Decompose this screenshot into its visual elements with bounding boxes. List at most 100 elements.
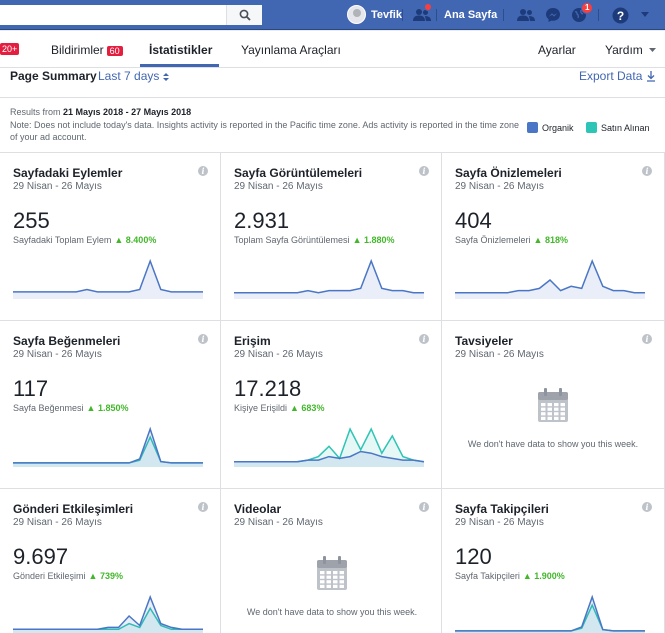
divider	[503, 9, 504, 21]
card-date-range: 29 Nisan - 26 Mayıs	[455, 517, 544, 528]
page-badge[interactable]: 20+	[0, 43, 20, 55]
search-box[interactable]	[0, 5, 262, 25]
organic-series-line	[455, 594, 645, 632]
card-value: 17.218	[234, 376, 302, 401]
sparkline-chart	[455, 258, 645, 299]
card-date-range: 29 Nisan - 26 Mayıs	[13, 349, 102, 360]
notifications-button[interactable]: 1	[569, 2, 594, 24]
metric-name: Gönderi Etkileşimi	[13, 571, 86, 581]
card-title: Sayfa Görüntülemeleri	[234, 166, 363, 180]
card-metric-label: Sayfa Önizlemeleri ▲ 818%	[455, 235, 568, 245]
organic-series-area	[13, 261, 203, 299]
insight-card[interactable]: Gönderi Etkileşimleri 29 Nisan - 26 Mayıs…	[0, 489, 221, 633]
card-date-range: 29 Nisan - 26 Mayıs	[234, 181, 323, 192]
info-icon[interactable]: i	[642, 502, 652, 512]
messenger-button[interactable]	[543, 6, 563, 24]
active-tab-indicator	[140, 64, 219, 67]
friends-button[interactable]	[516, 6, 536, 24]
info-icon[interactable]: i	[642, 166, 652, 176]
info-icon[interactable]: i	[419, 334, 429, 344]
card-value: 9.697	[13, 544, 69, 569]
calendar-icon	[317, 556, 347, 590]
legend-label: Satın Alınan	[601, 122, 650, 133]
sparkline-chart	[234, 427, 424, 467]
organic-series-area	[13, 597, 203, 633]
tab-label: Yardım	[605, 43, 643, 57]
results-note: Note: Does not include today's data. Ins…	[10, 120, 519, 142]
avatar	[347, 5, 366, 24]
account-menu-button[interactable]	[635, 6, 655, 24]
question-icon: ?	[612, 7, 628, 23]
divider	[598, 9, 599, 21]
sparkline-chart	[234, 258, 424, 299]
calendar-icon	[538, 388, 568, 422]
svg-text:?: ?	[616, 8, 623, 22]
card-title: Gönderi Etkileşimleri	[13, 502, 134, 516]
paid-series-line	[455, 603, 645, 632]
tab-insights[interactable]: İstatistikler	[149, 43, 213, 57]
tab-label: Bildirimler	[51, 43, 104, 57]
info-icon[interactable]: i	[419, 166, 429, 176]
date-range-selector[interactable]: Last 7 days	[98, 69, 169, 83]
export-label: Export Data	[579, 69, 643, 83]
card-metric-label: Kişiye Erişildi ▲ 683%	[234, 403, 324, 413]
profile-link[interactable]: Tevfik	[347, 5, 402, 24]
notification-badge: 1	[581, 2, 594, 14]
insight-card[interactable]: Sayfa Beğenmeleri 29 Nisan - 26 Mayıs i 117…	[0, 321, 221, 489]
sparkline-chart	[455, 594, 645, 633]
insight-card[interactable]: Sayfa Görüntülemeleri 29 Nisan - 26 Mayıs…	[221, 153, 442, 321]
legend-swatch	[527, 122, 538, 133]
tab-notifications[interactable]: Bildirimler 60	[51, 43, 123, 57]
change-indicator: ▲ 818%	[533, 235, 568, 245]
info-icon[interactable]: i	[198, 502, 208, 512]
no-data-message: We don't have data to show you this week…	[467, 439, 639, 449]
insight-card[interactable]: Tavsiyeler 29 Nisan - 26 Mayıs i We don't h…	[442, 321, 665, 489]
organic-series-line	[13, 426, 203, 464]
card-title: Sayfa Beğenmeleri	[13, 334, 121, 348]
card-title: Sayfa Önizlemeleri	[455, 166, 562, 180]
friends-icon	[413, 9, 431, 21]
paid-series-line	[13, 435, 203, 464]
user-name: Tevfik	[371, 8, 402, 21]
notification-count: 60	[106, 46, 123, 56]
insight-card[interactable]: Sayfa Önizlemeleri 29 Nisan - 26 Mayıs i 40…	[442, 153, 665, 321]
home-link[interactable]: Ana Sayfa	[444, 9, 498, 21]
no-data-message: We don't have data to show you this week…	[246, 607, 418, 617]
card-date-range: 29 Nisan - 26 Mayıs	[13, 181, 102, 192]
tab-publishing-tools[interactable]: Yayınlama Araçları	[241, 43, 341, 57]
insight-card[interactable]: Sayfa Takipçileri 29 Nisan - 26 Mayıs i 120…	[442, 489, 665, 633]
tab-help[interactable]: Yardım	[605, 43, 657, 57]
sparkline-chart	[13, 594, 203, 633]
card-date-range: 29 Nisan - 26 Mayıs	[455, 181, 544, 192]
caret-down-icon	[649, 48, 657, 53]
sparkline-chart	[13, 258, 203, 299]
info-icon[interactable]: i	[419, 502, 429, 512]
insight-card[interactable]: Erişim 29 Nisan - 26 Mayıs i 17.218 Kişiye E…	[221, 321, 442, 489]
help-button[interactable]: ?	[610, 6, 630, 24]
card-value: 120	[455, 544, 492, 569]
card-title: Erişim	[234, 334, 271, 348]
friend-requests-button[interactable]	[412, 3, 432, 24]
change-indicator: ▲ 1.900%	[522, 571, 565, 581]
card-metric-label: Toplam Sayfa Görüntülemesi ▲ 1.880%	[234, 235, 395, 245]
card-title: Sayfadaki Eylemler	[13, 166, 123, 180]
insight-card[interactable]: Sayfadaki Eylemler 29 Nisan - 26 Mayıs i 25…	[0, 153, 221, 321]
paid-series-area	[455, 605, 645, 633]
export-data-link[interactable]: Export Data	[579, 69, 656, 83]
search-button[interactable]	[226, 5, 262, 25]
info-icon[interactable]: i	[642, 334, 652, 344]
insight-card[interactable]: Videolar 29 Nisan - 26 Mayıs i We don't hav…	[221, 489, 442, 633]
card-date-range: 29 Nisan - 26 Mayıs	[234, 349, 323, 360]
info-icon[interactable]: i	[198, 166, 208, 176]
legend-organic: Organik	[527, 122, 574, 133]
paid-series-area	[13, 437, 203, 467]
tab-settings[interactable]: Ayarlar	[538, 43, 576, 57]
download-icon	[646, 71, 655, 82]
page-nav: 20+ Bildirimler 60 İstatistikler Yayınlam…	[0, 31, 665, 68]
sparkline-chart	[13, 426, 203, 467]
change-indicator: ▲ 739%	[88, 571, 123, 581]
date-range-label: Last 7 days	[98, 69, 160, 83]
info-icon[interactable]: i	[198, 334, 208, 344]
organic-series-line	[13, 258, 203, 293]
metric-name: Kişiye Erişildi	[234, 403, 288, 413]
